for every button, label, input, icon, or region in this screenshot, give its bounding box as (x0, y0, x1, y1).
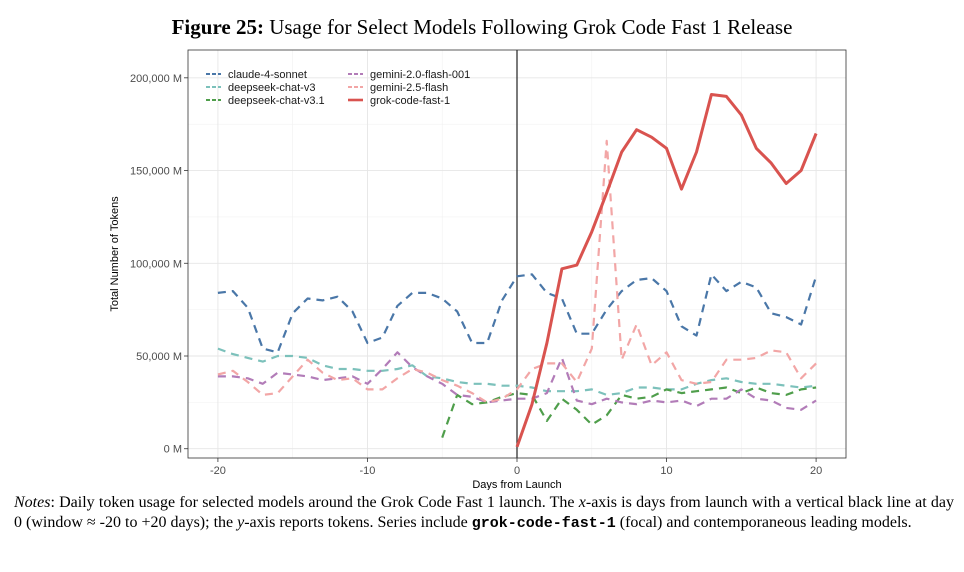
legend-label-grok-code-fast-1: grok-code-fast-1 (370, 95, 450, 107)
line-chart: -20 -10 0 10 20 0 M 50,000 M 100,000 M 150,000 M… (109, 49, 847, 490)
x-tick-label: 20 (810, 465, 822, 477)
y-tick-label: 150,000 M (130, 166, 182, 178)
x-tick-label: 0 (514, 465, 520, 477)
y-tick-label: 100,000 M (130, 258, 182, 270)
y-tick-label: 0 M (164, 444, 182, 456)
legend-label-gemini-2.0-flash-001: gemini-2.0-flash-001 (370, 69, 470, 81)
series-line-deepseek-chat-v3.1 (441, 386, 817, 438)
x-tick-label: -20 (210, 465, 226, 477)
series-line-deepseek-chat-v3 (217, 347, 817, 396)
legend-label-claude-4-sonnet: claude-4-sonnet (228, 69, 307, 81)
figure-label: Figure 25: (171, 15, 264, 39)
notes-part4: (focal) and contemporaneous leading mode… (615, 514, 912, 531)
notes-part3: -axis reports tokens. Series include (244, 514, 472, 531)
notes-focal-code: grok-code-fast-1 (471, 515, 616, 532)
notes-part1: : Daily token usage for selected models … (50, 494, 579, 511)
notes-label: Notes (14, 494, 51, 511)
x-tick-label: -10 (360, 465, 376, 477)
y-tick-label: 50,000 M (136, 351, 182, 363)
notes-y-var: y (237, 514, 245, 531)
y-axis-label: Total Number of Tokens (109, 196, 121, 312)
y-tick-label: 200,000 M (130, 73, 182, 85)
legend-label-deepseek-chat-v3.1: deepseek-chat-v3.1 (228, 95, 325, 107)
notes-x-var: x (578, 494, 586, 511)
figure-notes: Notes: Daily token usage for selected mo… (14, 493, 954, 534)
series-line-gemini-2.0-flash-001 (217, 351, 817, 411)
x-tick-label: 10 (660, 465, 672, 477)
notes-part2: -axis is days from launch with a vertica… (14, 494, 955, 531)
legend-label-gemini-2.5-flash: gemini-2.5-flash (370, 82, 448, 94)
legend-label-deepseek-chat-v3: deepseek-chat-v3 (228, 82, 315, 94)
figure-title: Figure 25: Usage for Select Models Follo… (0, 14, 964, 40)
series-line-claude-4-sonnet (217, 273, 818, 354)
series-line-gemini-2.5-flash (217, 139, 817, 404)
series-line-grok-code-fast-1 (515, 93, 818, 448)
figure-title-text: Usage for Select Models Following Grok C… (269, 15, 793, 39)
x-axis-label: Days from Launch (472, 479, 561, 490)
